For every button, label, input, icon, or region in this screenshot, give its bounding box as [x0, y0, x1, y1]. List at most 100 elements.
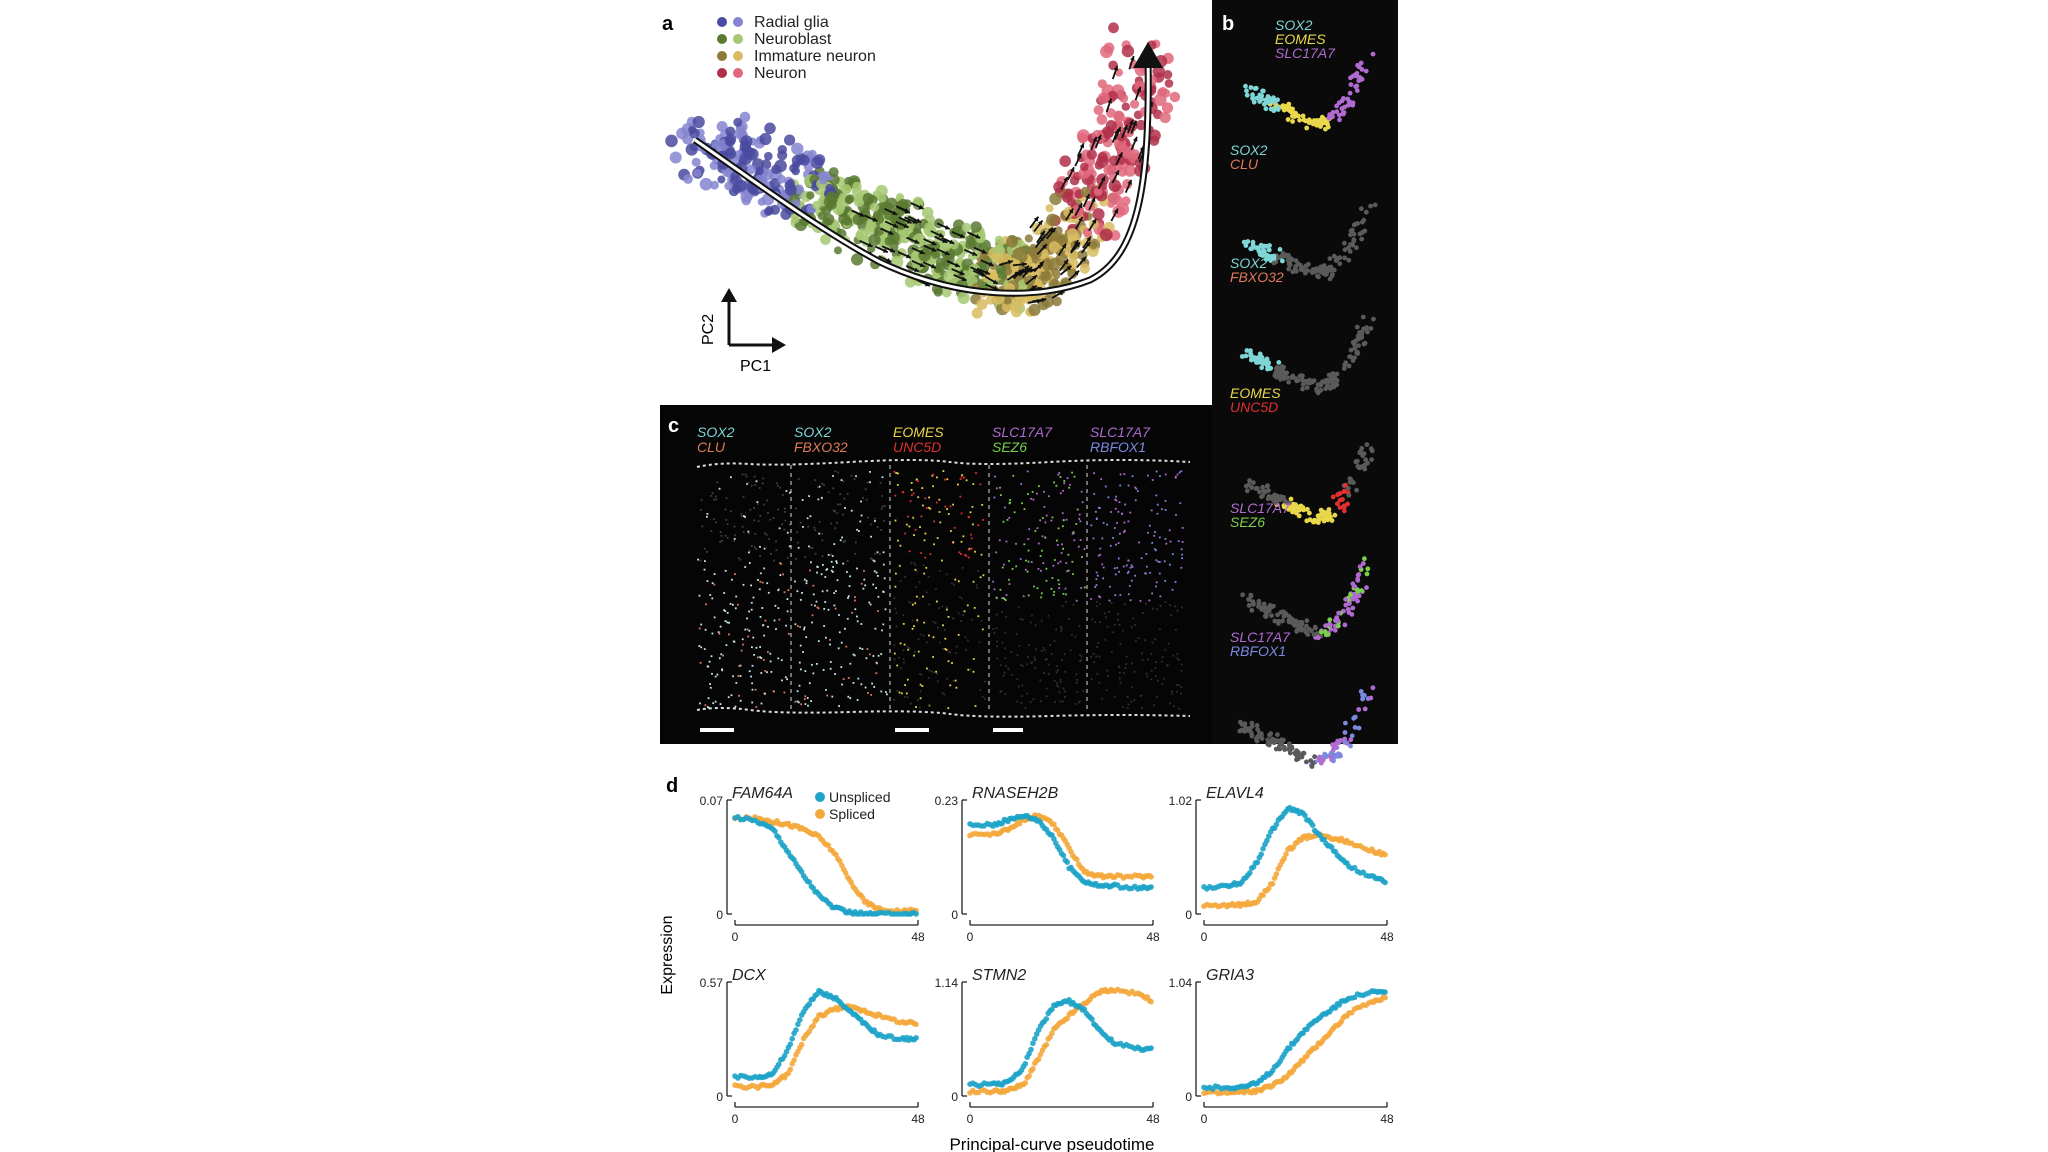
panel-c-spot	[944, 505, 947, 508]
cell-point	[946, 249, 956, 259]
panel-c-spot	[706, 665, 709, 668]
panel-c-spot	[1004, 631, 1006, 634]
panel-b-cell	[1246, 603, 1252, 608]
panel-c-spot	[1181, 541, 1184, 543]
panel-c-spot	[782, 573, 784, 576]
panel-c-spot	[1013, 511, 1016, 514]
panel-c-spot	[1081, 556, 1083, 558]
panel-c-spot	[746, 617, 748, 620]
legend-dot-dark	[717, 68, 727, 78]
panel-c-spot	[895, 611, 898, 614]
panel-b-cell	[1342, 730, 1348, 735]
panel-c-spot	[747, 482, 749, 484]
panel-b-cell	[1300, 382, 1306, 387]
panel-c-spot	[913, 625, 915, 627]
panel-c-spot	[964, 553, 966, 556]
cell-point	[1012, 295, 1025, 309]
panel-c-spot	[745, 475, 748, 478]
panel-b-cell	[1331, 267, 1337, 273]
velocity-arrowhead	[1086, 236, 1091, 242]
panel-c-spot	[777, 589, 780, 592]
velocity-arrowhead	[1029, 267, 1034, 273]
panel-c-spot	[1105, 616, 1107, 619]
panel-c-spot	[1151, 542, 1154, 544]
panel-c-spot	[767, 651, 769, 653]
panel-c-spot	[896, 664, 899, 667]
panel-c-spot	[841, 536, 843, 539]
panel-c-spot	[770, 553, 772, 555]
panel-c-spot	[981, 628, 984, 631]
panel-b-cell	[1319, 629, 1324, 635]
panel-c-spot	[993, 496, 996, 499]
panel-b-cell	[1257, 731, 1263, 737]
panel-c-spot	[767, 591, 770, 594]
panel-c-spot	[967, 548, 970, 551]
panel-b-cell	[1281, 504, 1287, 510]
panel-c-spot	[970, 547, 973, 550]
panel-c-spot	[715, 498, 718, 501]
panel-b-cell	[1346, 610, 1352, 615]
panel-b-cell	[1289, 257, 1295, 262]
panel-c-spot	[1119, 484, 1122, 487]
panel-b-cell	[1363, 209, 1369, 215]
panel-c-spot	[785, 490, 788, 492]
velocity-arrowhead	[961, 276, 967, 281]
panel-b-cell	[1360, 453, 1366, 459]
panel-c-spot	[1138, 541, 1140, 544]
panel-c-spot	[1075, 523, 1078, 525]
cell-point	[791, 142, 804, 155]
panel-c-spot	[1034, 667, 1037, 670]
velocity-arrowhead	[930, 263, 936, 269]
cell-point	[794, 184, 804, 195]
panel-c-spot	[739, 664, 742, 667]
panel-b-cell	[1347, 601, 1352, 606]
panel-c-spot	[966, 604, 969, 607]
panel-a-scatter	[665, 22, 1181, 319]
panel-b-gene-label: SOX2	[1230, 255, 1268, 271]
panel-c-spot	[855, 541, 857, 544]
panel-c-spot	[883, 577, 886, 580]
cell-point	[989, 271, 999, 281]
panel-c-spot	[879, 481, 882, 484]
cell-point	[1163, 70, 1173, 80]
panel-c-spot	[894, 585, 897, 588]
panel-b-cell	[1250, 96, 1255, 101]
panel-c-spot	[894, 494, 897, 497]
panel-b-cell	[1303, 118, 1309, 124]
panel-c-spot	[1091, 618, 1094, 621]
panel-c-spot	[1057, 669, 1059, 671]
expression-point	[1283, 851, 1289, 857]
cell-point	[760, 159, 772, 170]
panel-c-spot	[932, 671, 935, 674]
panel-c-spot	[1071, 532, 1074, 535]
panel-c-spot	[824, 601, 827, 603]
panel-c-spot	[1058, 587, 1061, 589]
panel-c-spot	[764, 670, 767, 672]
panel-c-spot	[1043, 649, 1046, 651]
panel-c-spot	[767, 512, 769, 514]
panel-c-spot	[835, 590, 837, 592]
panel-b-cell	[1341, 110, 1347, 115]
cell-point	[845, 194, 855, 204]
panel-c-spot	[865, 657, 868, 660]
panel-c-spot	[1123, 473, 1126, 475]
panel-c-spot	[1010, 651, 1013, 653]
panel-c-spot	[781, 679, 783, 682]
panel-c-spot	[788, 633, 790, 635]
panel-c-spot	[1059, 560, 1062, 563]
panel-c-spot	[1053, 679, 1056, 682]
panel-c-spot	[964, 636, 967, 639]
panel-b-cell	[1343, 720, 1348, 726]
panel-c-spot	[840, 666, 843, 668]
panel-b-cell	[1351, 341, 1357, 347]
panel-c-spot	[1015, 565, 1018, 568]
panel-c-spot	[854, 608, 857, 611]
panel-c-spot	[703, 648, 706, 650]
panel-b-cell	[1294, 748, 1299, 754]
panel-b-cell	[1358, 689, 1364, 694]
panel-c-spot	[1040, 592, 1043, 595]
panel-c-spot	[806, 517, 809, 520]
velocity-arrowhead	[1085, 241, 1091, 247]
panel-c-spot	[734, 534, 736, 537]
velocity-arrowhead	[959, 270, 965, 275]
